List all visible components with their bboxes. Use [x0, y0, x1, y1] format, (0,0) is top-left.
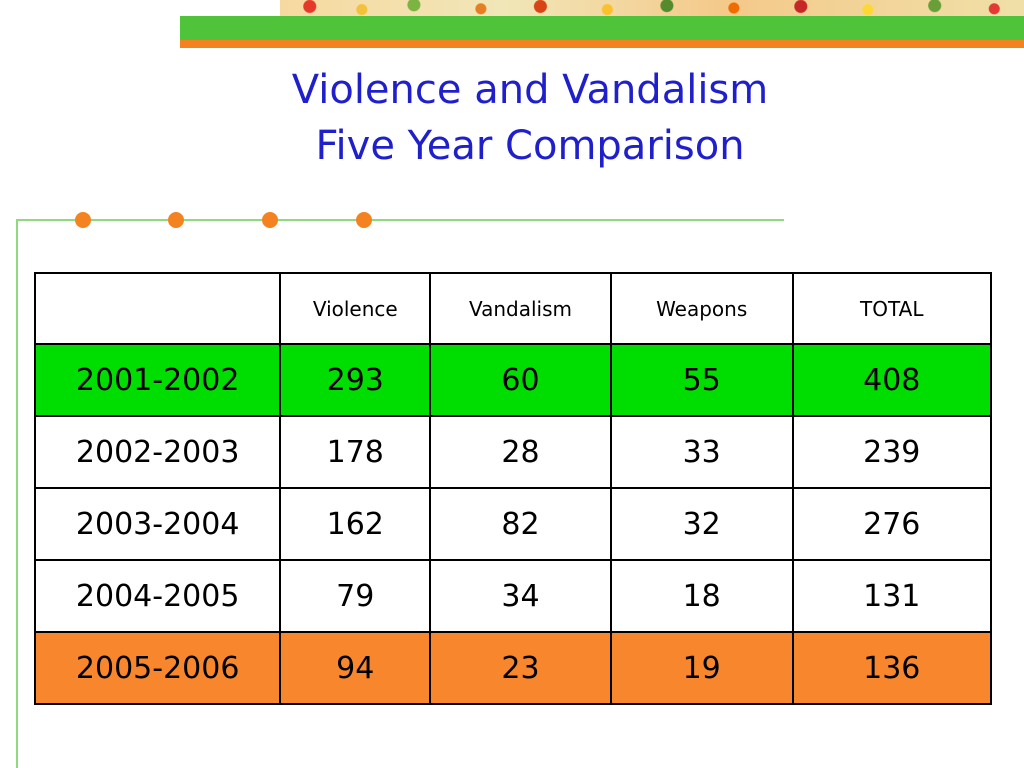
floral-banner-image — [280, 0, 1024, 16]
top-banner — [180, 0, 1024, 48]
orange-accent-band — [180, 40, 1024, 48]
total-cell: 136 — [791, 631, 992, 705]
table-row: 2003-2004 162 82 32 276 — [33, 487, 992, 561]
horizontal-rule — [16, 219, 784, 221]
green-accent-band — [180, 16, 1024, 40]
violence-cell: 94 — [279, 631, 432, 705]
header-cell-vandalism: Vandalism — [429, 272, 612, 345]
slide-title: Violence and Vandalism Five Year Compari… — [180, 62, 880, 174]
header-cell-violence: Violence — [279, 272, 432, 345]
table-row: 2001-2002 293 60 55 408 — [33, 343, 992, 417]
header-cell-weapons: Weapons — [609, 272, 794, 345]
violence-cell: 162 — [279, 487, 432, 561]
vandalism-cell: 28 — [429, 415, 612, 489]
slide-title-line1: Violence and Vandalism — [291, 67, 769, 113]
year-cell: 2005-2006 — [33, 631, 282, 705]
table-row: 2004-2005 79 34 18 131 — [33, 559, 992, 633]
table-header-row: Violence Vandalism Weapons TOTAL — [33, 272, 992, 345]
vandalism-cell: 34 — [429, 559, 612, 633]
table-row: 2002-2003 178 28 33 239 — [33, 415, 992, 489]
violence-cell: 178 — [279, 415, 432, 489]
bullet-dot-icon — [262, 212, 278, 228]
year-cell: 2002-2003 — [33, 415, 282, 489]
header-cell-total: TOTAL — [791, 272, 992, 345]
vandalism-cell: 23 — [429, 631, 612, 705]
total-cell: 239 — [791, 415, 992, 489]
bullet-dot-icon — [356, 212, 372, 228]
year-cell: 2003-2004 — [33, 487, 282, 561]
vandalism-cell: 82 — [429, 487, 612, 561]
bullet-dot-icon — [75, 212, 91, 228]
comparison-table: Violence Vandalism Weapons TOTAL 2001-20… — [33, 272, 992, 705]
violence-cell: 293 — [279, 343, 432, 417]
slide-title-line2: Five Year Comparison — [315, 123, 745, 169]
header-cell-empty — [33, 272, 282, 345]
weapons-cell: 33 — [609, 415, 794, 489]
total-cell: 131 — [791, 559, 992, 633]
vandalism-cell: 60 — [429, 343, 612, 417]
vertical-rule — [16, 219, 18, 768]
year-cell: 2001-2002 — [33, 343, 282, 417]
total-cell: 408 — [791, 343, 992, 417]
year-cell: 2004-2005 — [33, 559, 282, 633]
weapons-cell: 18 — [609, 559, 794, 633]
bullet-dot-icon — [168, 212, 184, 228]
violence-cell: 79 — [279, 559, 432, 633]
weapons-cell: 32 — [609, 487, 794, 561]
total-cell: 276 — [791, 487, 992, 561]
weapons-cell: 55 — [609, 343, 794, 417]
weapons-cell: 19 — [609, 631, 794, 705]
table-row: 2005-2006 94 23 19 136 — [33, 631, 992, 705]
